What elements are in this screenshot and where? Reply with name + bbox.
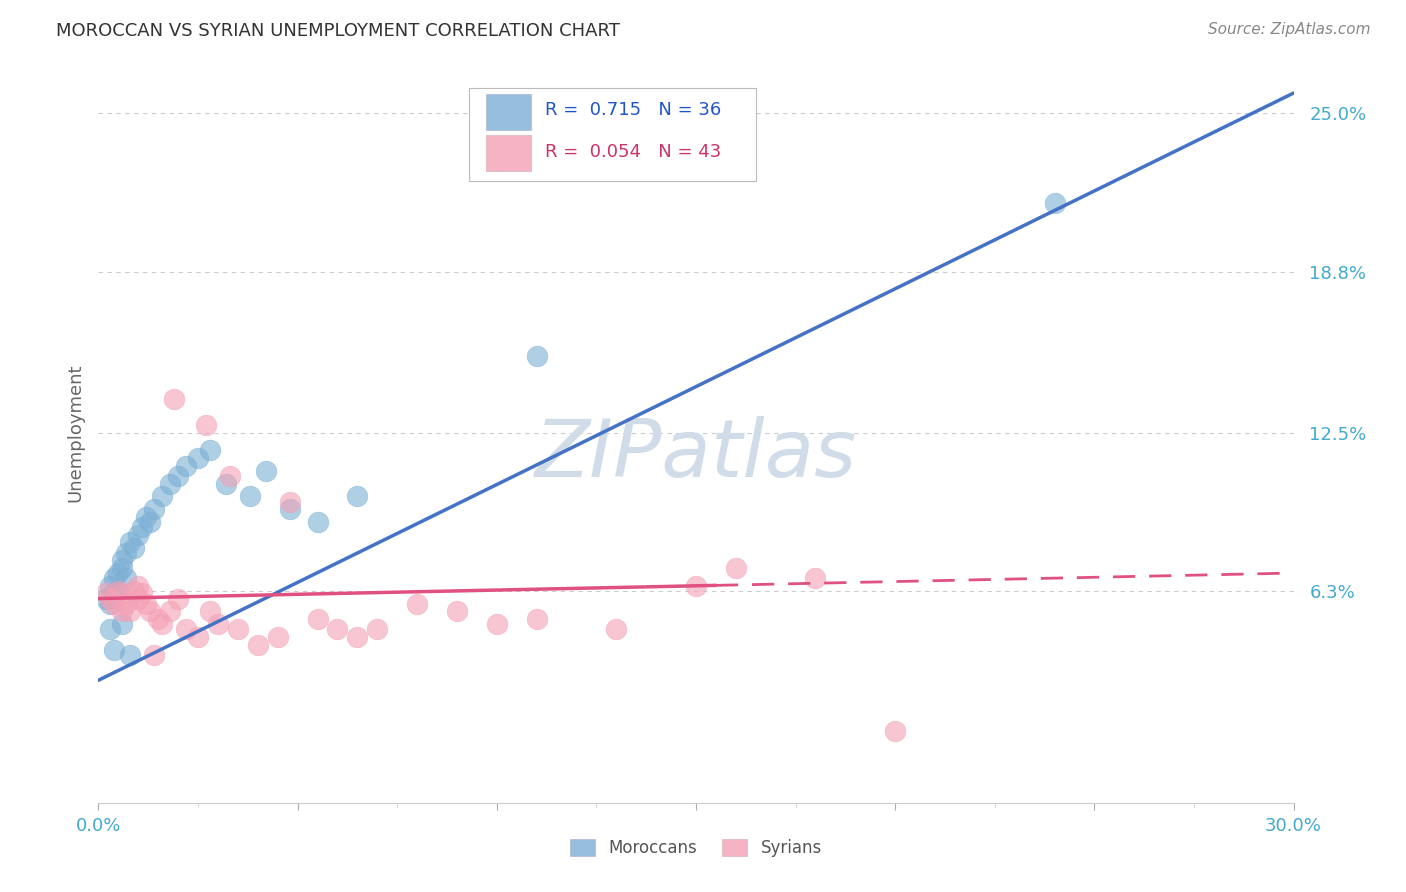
Point [103, 597, 125, 611]
Point [96, 586, 118, 600]
Point [278, 502, 301, 516]
Point [143, 648, 166, 662]
Point [143, 502, 166, 516]
Text: R =  0.715   N = 36: R = 0.715 N = 36 [546, 101, 721, 119]
Point [115, 571, 138, 585]
FancyBboxPatch shape [485, 95, 531, 130]
Point [278, 494, 301, 508]
Point [187, 630, 209, 644]
Point [127, 527, 149, 541]
Point [195, 417, 218, 432]
Point [326, 622, 349, 636]
Point [103, 642, 125, 657]
Point [111, 561, 134, 575]
FancyBboxPatch shape [485, 136, 531, 171]
Point [187, 451, 209, 466]
Point [485, 617, 508, 632]
Point [127, 579, 149, 593]
Point [111, 553, 134, 567]
Point [346, 490, 368, 504]
Text: MOROCCAN VS SYRIAN UNEMPLOYMENT CORRELATION CHART: MOROCCAN VS SYRIAN UNEMPLOYMENT CORRELAT… [56, 22, 620, 40]
Point [174, 622, 197, 636]
Point [120, 604, 142, 618]
Point [111, 617, 134, 632]
Point [254, 464, 277, 478]
Point [111, 586, 134, 600]
Point [267, 630, 290, 644]
Point [98, 597, 122, 611]
Point [159, 604, 181, 618]
Point [131, 520, 153, 534]
Point [159, 476, 181, 491]
Legend: Moroccans, Syrians: Moroccans, Syrians [571, 839, 821, 857]
Point [107, 583, 129, 598]
Text: Source: ZipAtlas.com: Source: ZipAtlas.com [1208, 22, 1371, 37]
Text: R =  0.054   N = 43: R = 0.054 N = 43 [546, 143, 721, 161]
Point [526, 349, 548, 363]
Point [148, 612, 170, 626]
Point [724, 561, 747, 575]
Point [107, 566, 129, 580]
Point [307, 515, 329, 529]
Point [98, 591, 122, 606]
FancyBboxPatch shape [470, 88, 756, 181]
Point [884, 724, 907, 739]
Point [226, 622, 249, 636]
Point [115, 546, 138, 560]
Point [446, 604, 468, 618]
Point [115, 597, 138, 611]
Point [198, 443, 221, 458]
Point [346, 630, 368, 644]
Point [139, 515, 162, 529]
Point [124, 541, 146, 555]
Point [103, 571, 125, 585]
Point [131, 586, 153, 600]
Point [307, 612, 329, 626]
Point [804, 571, 827, 585]
Point [150, 490, 173, 504]
Point [120, 535, 142, 549]
Point [167, 591, 190, 606]
Point [98, 622, 122, 636]
Point [246, 638, 269, 652]
Point [107, 583, 129, 598]
Point [239, 490, 262, 504]
Point [139, 604, 162, 618]
Point [366, 622, 388, 636]
Point [135, 509, 157, 524]
Point [127, 591, 149, 606]
Point [163, 392, 186, 407]
Point [135, 597, 157, 611]
Point [605, 622, 627, 636]
Point [1043, 195, 1066, 210]
Point [103, 586, 125, 600]
Point [207, 617, 229, 632]
Point [215, 476, 238, 491]
Point [98, 579, 122, 593]
Point [96, 591, 118, 606]
Point [219, 469, 242, 483]
Point [406, 597, 429, 611]
Point [150, 617, 173, 632]
Point [685, 579, 707, 593]
Point [124, 583, 146, 598]
Point [174, 458, 197, 473]
Text: ZIPatlas: ZIPatlas [534, 416, 858, 494]
Point [120, 648, 142, 662]
Point [167, 469, 190, 483]
Point [198, 604, 221, 618]
Point [526, 612, 548, 626]
Y-axis label: Unemployment: Unemployment [66, 363, 84, 502]
Point [111, 604, 134, 618]
